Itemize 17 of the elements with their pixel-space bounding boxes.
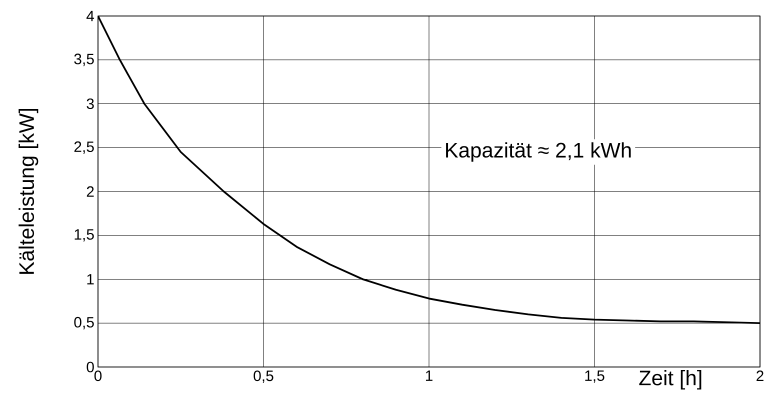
y-tick-label: 2 xyxy=(86,186,94,197)
y-tick-label: 3,5 xyxy=(74,54,94,66)
y-tick-label: 2,5 xyxy=(74,141,94,154)
y-tick-label: 1,5 xyxy=(74,229,94,242)
y-tick-label: 3 xyxy=(86,98,94,110)
annotation: Kapazität ≈ 2,1 kWh xyxy=(446,142,631,162)
y-axis-title: Kälteleistung [kW] xyxy=(18,108,38,274)
x-tick-label: 1 xyxy=(426,370,432,381)
x-axis-title: Zeit [h] xyxy=(639,370,702,390)
y-tick-label: 0 xyxy=(86,362,94,372)
x-tick-label: 1,5 xyxy=(585,370,604,383)
x-tick-label: 0 xyxy=(94,370,102,382)
y-tick-label: 1 xyxy=(87,274,94,284)
x-tick-label: 2 xyxy=(756,370,764,381)
y-tick-label: 4 xyxy=(86,10,94,22)
x-tick-label: 0,5 xyxy=(254,370,274,383)
y-tick-label: 0,5 xyxy=(74,316,94,330)
